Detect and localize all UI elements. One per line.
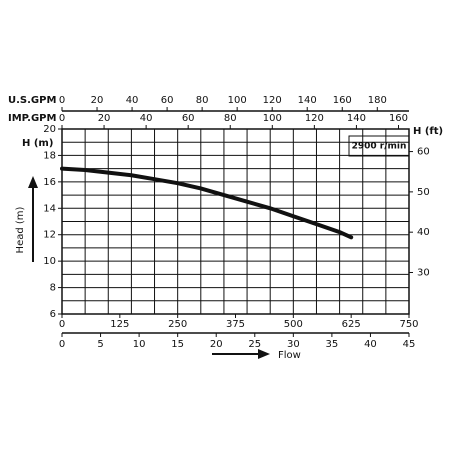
x-tick-label: 625	[342, 319, 361, 330]
m3h-tick-label: 5	[97, 339, 103, 350]
pump-curve	[60, 166, 354, 240]
x-tick-label: 125	[110, 319, 129, 330]
usgpm-tick-label: 0	[59, 95, 65, 106]
usgpm-axis-label: U.S.GPM	[8, 95, 56, 106]
x-tick-label: 375	[226, 319, 245, 330]
y-tick-label: 12	[43, 230, 56, 241]
y2-axis-label: H (ft)	[413, 126, 443, 137]
impgpm-tick-label: 0	[59, 113, 65, 124]
y2-tick-label: 30	[417, 267, 430, 278]
m3h-tick-label: 25	[248, 339, 261, 350]
impgpm-tick-label: 140	[347, 113, 366, 124]
impgpm-tick-label: 20	[98, 113, 111, 124]
y-axis-label: H (m)	[22, 138, 53, 149]
impgpm-tick-label: 120	[305, 113, 324, 124]
y-tick-label: 6	[50, 309, 56, 320]
m3h-tick-label: 20	[210, 339, 223, 350]
m3h-tick-label: 45	[403, 339, 416, 350]
usgpm-tick-label: 100	[228, 95, 247, 106]
impgpm-tick-label: 60	[182, 113, 195, 124]
m3h-tick-label: 35	[326, 339, 339, 350]
y-tick-label: 16	[43, 177, 56, 188]
impgpm-axis-label: IMP.GPM	[8, 113, 57, 124]
y-tick-label: 20	[43, 124, 56, 135]
m3h-tick-label: 30	[287, 339, 300, 350]
m3h-tick-label: 10	[133, 339, 146, 350]
x-tick-label: 0	[59, 319, 65, 330]
x-tick-label: 750	[399, 319, 418, 330]
m3h-tick-label: 40	[364, 339, 377, 350]
y-tick-label: 14	[43, 203, 56, 214]
usgpm-tick-label: 80	[196, 95, 209, 106]
usgpm-tick-label: 160	[333, 95, 352, 106]
impgpm-tick-label: 100	[263, 113, 282, 124]
impgpm-tick-label: 40	[140, 113, 153, 124]
y-tick-label: 10	[43, 256, 56, 267]
m3h-tick-label: 0	[59, 339, 65, 350]
speed-label: 2900 r/min	[352, 142, 407, 152]
usgpm-tick-label: 40	[126, 95, 139, 106]
y2-tick-label: 60	[417, 147, 430, 158]
y2-tick-label: 40	[417, 227, 430, 238]
usgpm-tick-label: 140	[298, 95, 317, 106]
usgpm-tick-label: 180	[368, 95, 387, 106]
impgpm-tick-label: 80	[224, 113, 237, 124]
y-tick-label: 18	[43, 150, 56, 161]
impgpm-tick-label: 160	[389, 113, 408, 124]
flow-arrow-head	[258, 349, 270, 359]
head-arrow-head	[28, 176, 38, 188]
usgpm-tick-label: 60	[161, 95, 174, 106]
usgpm-tick-label: 20	[91, 95, 104, 106]
x-axis-title: Flow	[278, 350, 301, 361]
x-tick-label: 250	[168, 319, 187, 330]
y-axis-title: Head (m)	[15, 206, 26, 253]
usgpm-tick-label: 120	[263, 95, 282, 106]
x-tick-label: 500	[284, 319, 303, 330]
y2-tick-label: 50	[417, 187, 430, 198]
y-tick-label: 8	[50, 283, 56, 294]
m3h-tick-label: 15	[171, 339, 184, 350]
